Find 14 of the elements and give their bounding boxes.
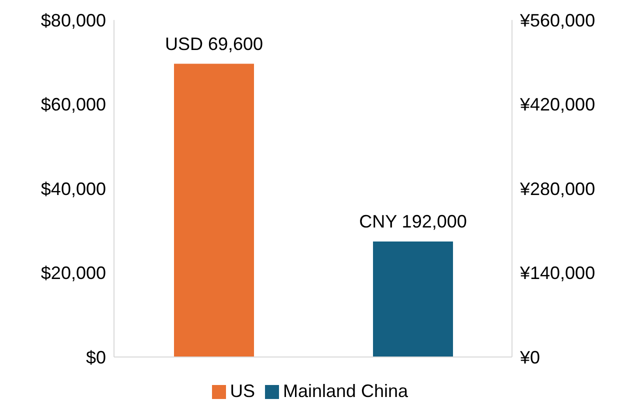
- y2-tick-label: ¥280,000: [519, 178, 596, 199]
- data-label: CNY 192,000: [359, 211, 467, 232]
- y-tick-label: $60,000: [40, 94, 106, 115]
- y-tick-label: $40,000: [40, 178, 106, 199]
- y2-tick-label: ¥420,000: [519, 94, 596, 115]
- y-tick-label: $0: [86, 347, 106, 368]
- y2-tick-label: ¥0: [519, 347, 540, 368]
- legend-label: US: [230, 381, 255, 401]
- y-tick-label: $80,000: [40, 10, 106, 30]
- y-tick-label: $20,000: [40, 263, 106, 284]
- y2-tick-label: ¥560,000: [519, 10, 596, 30]
- data-label: USD 69,600: [164, 34, 264, 54]
- y2-tick-label: ¥140,000: [519, 263, 596, 284]
- legend-label: Mainland China: [282, 381, 408, 401]
